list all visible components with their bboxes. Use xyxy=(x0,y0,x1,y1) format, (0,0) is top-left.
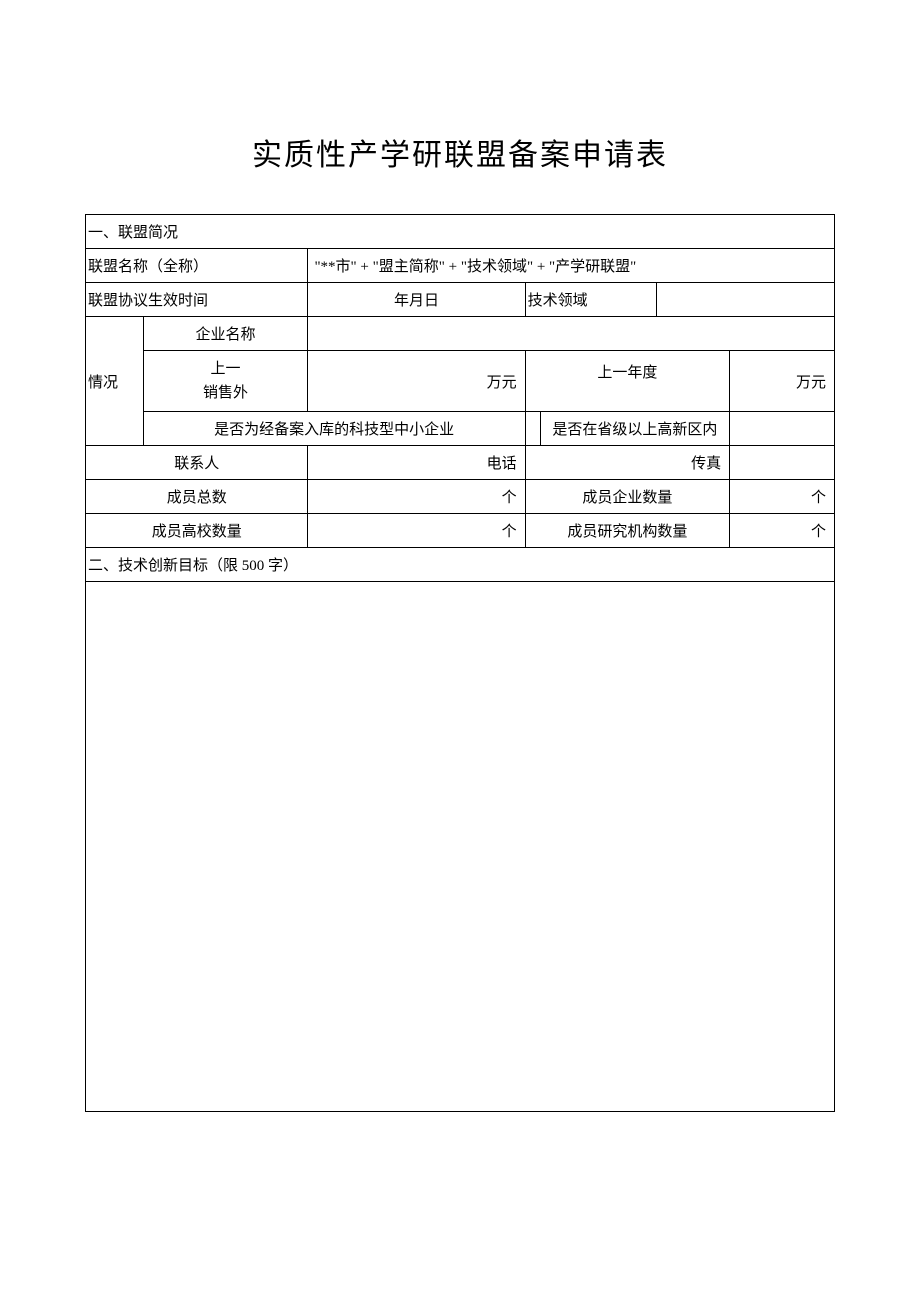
hightech-zone-label: 是否在省级以上高新区内 xyxy=(540,412,729,446)
agreement-date-value: 年月日 xyxy=(308,283,525,317)
alliance-name-value: "**市" + "盟主简称" + "技术领域" + "产学研联盟" xyxy=(308,249,835,283)
last-year-unit: 万元 xyxy=(730,351,835,412)
last-year-sales-unit: 万元 xyxy=(308,351,525,412)
enterprise-name-value xyxy=(308,317,835,351)
total-members-label: 成员总数 xyxy=(86,480,308,514)
section2-header: 二、技术创新目标（限 500 字） xyxy=(86,548,835,582)
tech-field-label: 技术领域 xyxy=(525,283,656,317)
member-universities-unit: 个 xyxy=(308,514,525,548)
member-research-label: 成员研究机构数量 xyxy=(525,514,729,548)
contact-label: 联系人 xyxy=(86,446,308,480)
section1-header: 一、联盟简况 xyxy=(86,215,835,249)
total-members-unit: 个 xyxy=(308,480,525,514)
last-year-label: 上一年度 xyxy=(525,351,729,412)
member-universities-label: 成员高校数量 xyxy=(86,514,308,548)
last-year-sales-label: 上一 销售外 xyxy=(143,351,308,412)
fax-value xyxy=(730,446,835,480)
member-enterprises-unit: 个 xyxy=(730,480,835,514)
page-title: 实质性产学研联盟备案申请表 xyxy=(85,130,835,174)
member-research-unit: 个 xyxy=(730,514,835,548)
agreement-date-label: 联盟协议生效时间 xyxy=(86,283,308,317)
member-enterprises-label: 成员企业数量 xyxy=(525,480,729,514)
enterprise-name-label: 企业名称 xyxy=(143,317,308,351)
tech-field-value xyxy=(656,283,834,317)
fax-label: 传真 xyxy=(525,446,729,480)
form-table: 一、联盟简况 联盟名称（全称） "**市" + "盟主简称" + "技术领域" … xyxy=(85,214,835,1112)
phone-label: 电话 xyxy=(308,446,525,480)
hightech-zone-value xyxy=(730,412,835,446)
sme-value xyxy=(525,412,540,446)
situation-label: 情况 xyxy=(86,317,144,446)
sme-label: 是否为经备案入库的科技型中小企业 xyxy=(143,412,525,446)
section2-content-area xyxy=(86,582,835,1112)
alliance-name-label: 联盟名称（全称） xyxy=(86,249,308,283)
